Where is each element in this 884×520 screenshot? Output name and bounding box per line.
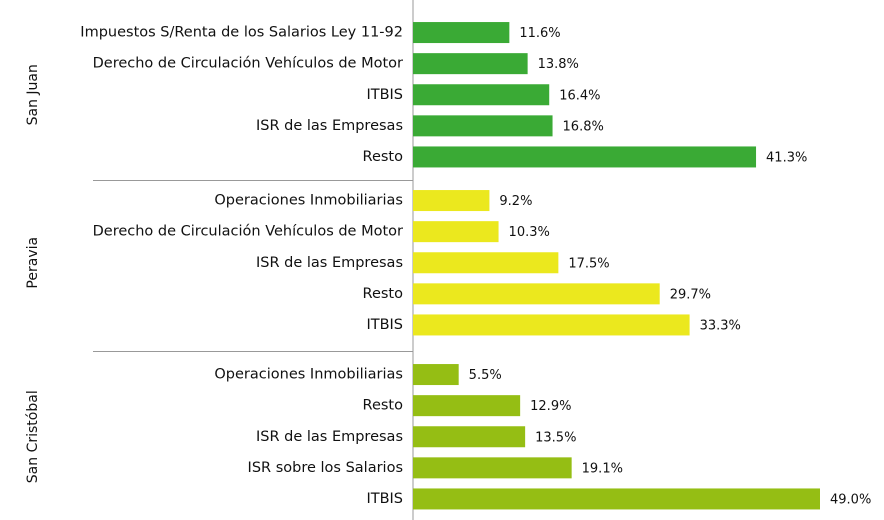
category-label: Impuestos S/Renta de los Salarios Ley 11…: [80, 25, 403, 41]
bar: [413, 426, 526, 448]
bar: [413, 53, 528, 75]
category-label: Derecho de Circulación Vehículos de Moto…: [93, 56, 403, 72]
bar: [413, 252, 559, 274]
value-label: 9.2%: [499, 194, 532, 209]
category-label: ISR de las Empresas: [256, 255, 403, 271]
value-label: 13.5%: [535, 430, 576, 445]
bar: [413, 115, 553, 137]
category-label: ISR de las Empresas: [256, 429, 403, 445]
value-label: 12.9%: [530, 399, 571, 414]
category-label: ITBIS: [366, 87, 403, 103]
value-label: 17.5%: [568, 256, 609, 271]
bar: [413, 395, 521, 417]
category-label: Operaciones Inmobiliarias: [214, 193, 403, 209]
bar: [413, 364, 459, 386]
value-label: 11.6%: [519, 26, 560, 41]
bar: [413, 84, 550, 106]
value-label: 41.3%: [766, 150, 807, 165]
category-label: Operaciones Inmobiliarias: [214, 367, 403, 383]
category-label: ITBIS: [366, 317, 403, 333]
bar: [413, 22, 510, 44]
value-label: 13.8%: [538, 57, 579, 72]
group-label: San Cristóbal: [25, 390, 41, 483]
bar: [413, 488, 820, 510]
category-label: ITBIS: [366, 491, 403, 507]
value-label: 10.3%: [509, 225, 550, 240]
value-label: 16.4%: [559, 88, 600, 103]
value-label: 19.1%: [582, 461, 623, 476]
category-label: ISR sobre los Salarios: [248, 460, 403, 476]
bar: [413, 283, 660, 305]
bar: [413, 146, 757, 168]
bar: [413, 314, 690, 336]
value-label: 33.3%: [700, 318, 741, 333]
value-label: 49.0%: [830, 492, 871, 507]
category-label: Derecho de Circulación Vehículos de Moto…: [93, 224, 403, 240]
bar: [413, 221, 499, 243]
bar: [413, 457, 572, 479]
group-label: San Juan: [25, 64, 41, 125]
category-label: Resto: [363, 286, 404, 302]
bar: [413, 190, 490, 212]
category-label: Resto: [363, 398, 404, 414]
group-label: Peravia: [25, 237, 41, 289]
category-label: ISR de las Empresas: [256, 118, 403, 134]
value-label: 5.5%: [469, 368, 502, 383]
category-label: Resto: [363, 149, 404, 165]
value-label: 16.8%: [563, 119, 604, 134]
value-label: 29.7%: [670, 287, 711, 302]
